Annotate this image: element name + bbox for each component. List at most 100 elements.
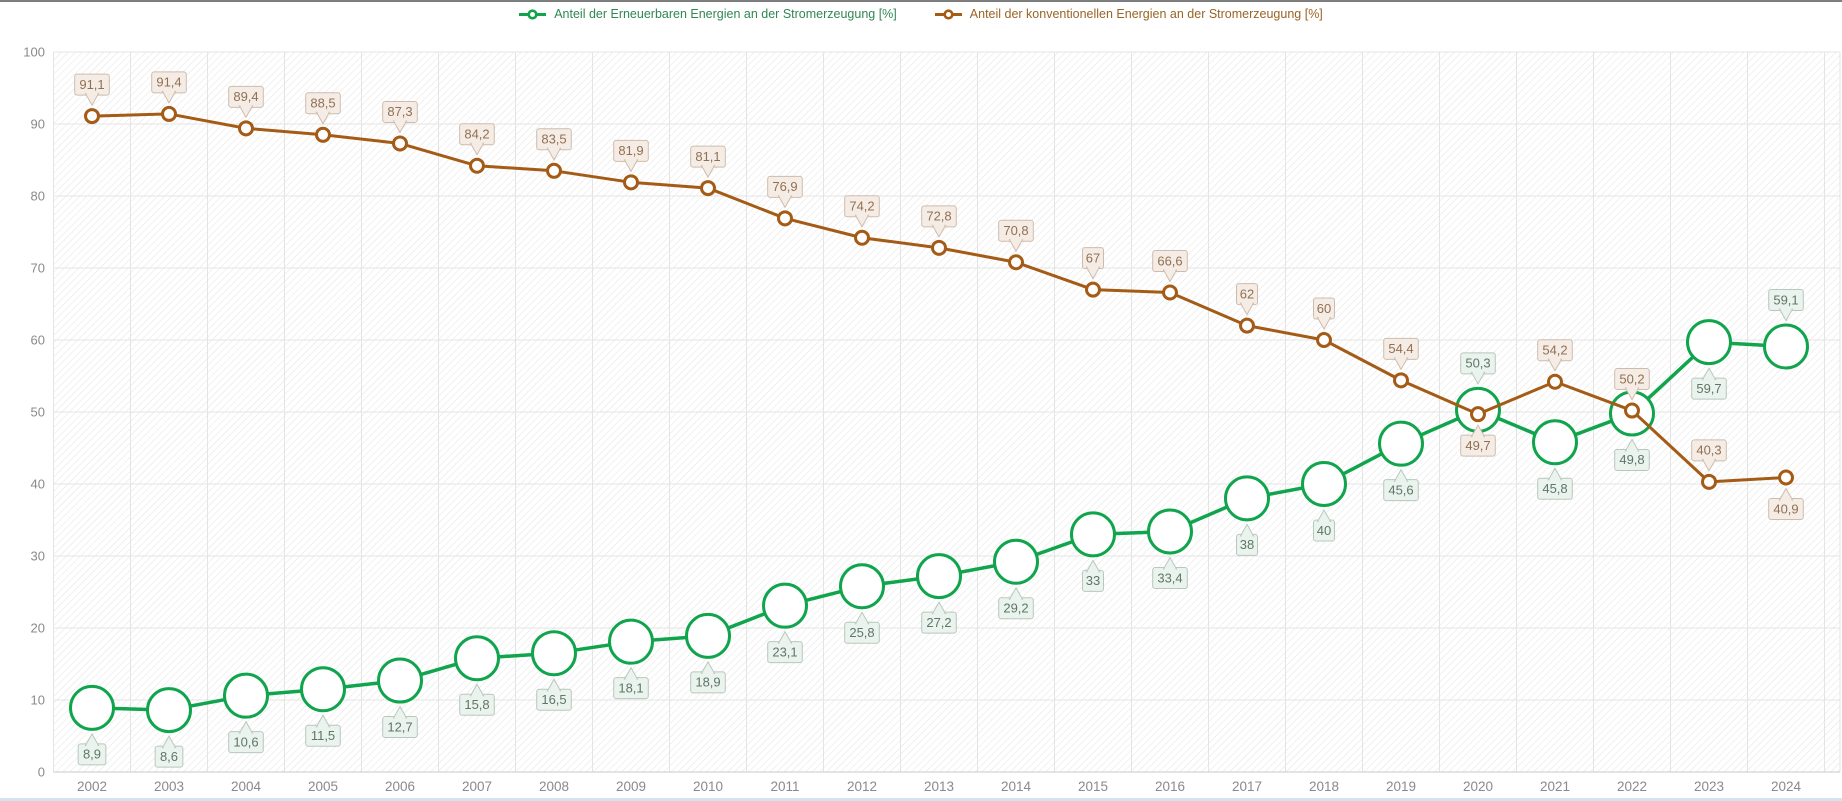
y-axis-label: 70 [31,261,45,276]
svg-text:50,2: 50,2 [1619,371,1644,386]
point-konventionelle-2014[interactable] [1008,254,1024,271]
point-erneuerbare-2015[interactable] [1070,511,1116,558]
data-label-konventionelle-2005: 88,5 [305,92,341,125]
data-label-konventionelle-2019: 54,4 [1383,337,1419,371]
point-konventionelle-2007[interactable] [469,157,485,174]
data-label-konventionelle-2018: 60 [1313,297,1335,331]
point-konventionelle-2017[interactable] [1239,317,1255,334]
x-axis-label: 2008 [539,779,569,794]
data-label-konventionelle-2015: 67 [1082,247,1104,280]
point-erneuerbare-2018[interactable] [1301,461,1347,507]
svg-text:11,5: 11,5 [311,728,335,743]
point-erneuerbare-2021[interactable] [1532,419,1578,466]
point-erneuerbare-2004[interactable] [223,672,269,719]
point-erneuerbare-2008[interactable] [531,630,577,677]
svg-text:60: 60 [1317,301,1331,316]
legend-label-erneuerbare: Anteil der Erneuerbaren Energien an der … [554,7,897,21]
point-konventionelle-2009[interactable] [623,174,639,191]
svg-text:40,3: 40,3 [1696,443,1721,458]
legend-item-erneuerbare[interactable]: Anteil der Erneuerbaren Energien an der … [519,7,897,21]
point-erneuerbare-2014[interactable] [993,538,1039,585]
point-erneuerbare-2019[interactable] [1378,420,1424,467]
data-label-erneuerbare-2006: 12,7 [382,705,418,739]
x-axis-label: 2009 [616,779,646,794]
svg-text:66,6: 66,6 [1157,253,1182,268]
legend-label-konventionelle: Anteil der konventionellen Energien an d… [969,7,1323,21]
point-konventionelle-2021[interactable] [1547,373,1563,390]
point-konventionelle-2018[interactable] [1316,332,1332,348]
point-erneuerbare-2024[interactable] [1763,323,1809,370]
svg-text:8,6: 8,6 [160,749,178,764]
point-erneuerbare-2016[interactable] [1147,508,1193,555]
data-label-konventionelle-2006: 87,3 [382,100,418,134]
point-erneuerbare-2007[interactable] [454,635,500,682]
point-konventionelle-2013[interactable] [931,239,947,256]
point-konventionelle-2002[interactable] [84,108,100,125]
point-konventionelle-2010[interactable] [700,180,716,197]
data-label-erneuerbare-2011: 23,1 [767,630,803,664]
data-label-konventionelle-2014: 70,8 [998,219,1034,253]
data-label-erneuerbare-2018: 40 [1313,508,1335,542]
point-erneuerbare-2010[interactable] [685,612,731,659]
point-erneuerbare-2017[interactable] [1224,475,1270,522]
point-erneuerbare-2012[interactable] [839,563,885,610]
data-label-konventionelle-2024: 40,9 [1768,487,1804,521]
point-konventionelle-2020[interactable] [1470,406,1486,423]
chart-legend: Anteil der Erneuerbaren Energien an der … [0,7,1842,21]
point-konventionelle-2022[interactable] [1624,402,1640,419]
svg-text:50,3: 50,3 [1465,356,1490,371]
point-konventionelle-2024[interactable] [1778,469,1794,486]
svg-text:81,1: 81,1 [695,149,720,164]
point-erneuerbare-2009[interactable] [608,618,654,665]
svg-text:54,4: 54,4 [1388,341,1413,356]
point-konventionelle-2019[interactable] [1393,372,1409,389]
window-top-border [0,0,1842,2]
svg-text:59,7: 59,7 [1696,381,1721,396]
point-erneuerbare-2011[interactable] [762,582,808,629]
x-axis-label: 2011 [770,779,799,794]
data-label-konventionelle-2002: 91,1 [74,73,110,107]
y-axis-label: 30 [31,549,45,564]
point-konventionelle-2003[interactable] [161,105,177,122]
point-konventionelle-2023[interactable] [1701,473,1717,490]
point-konventionelle-2008[interactable] [546,162,562,179]
x-axis-label: 2012 [847,779,877,794]
svg-text:54,2: 54,2 [1542,343,1567,358]
data-label-erneuerbare-2017: 38 [1236,523,1258,556]
legend-marker-erneuerbare-icon [519,8,547,20]
x-axis-label: 2020 [1463,779,1493,794]
svg-text:45,8: 45,8 [1542,481,1567,496]
point-erneuerbare-2013[interactable] [916,553,962,600]
point-konventionelle-2005[interactable] [315,126,331,143]
data-label-erneuerbare-2016: 33,4 [1152,556,1188,590]
data-label-konventionelle-2009: 81,9 [613,139,649,173]
svg-text:74,2: 74,2 [849,199,874,214]
x-axis-label: 2005 [308,779,338,794]
data-label-konventionelle-2010: 81,1 [690,145,726,179]
y-axis-label: 10 [31,693,45,708]
svg-text:83,5: 83,5 [541,132,566,147]
point-erneuerbare-2003[interactable] [146,687,192,734]
svg-text:81,9: 81,9 [618,143,643,158]
legend-item-konventionelle[interactable]: Anteil der konventionellen Energien an d… [934,7,1323,21]
svg-text:33,4: 33,4 [1157,570,1182,585]
svg-text:40,9: 40,9 [1773,501,1798,516]
x-axis-label: 2024 [1771,779,1802,794]
x-axis-label: 2018 [1309,779,1339,794]
point-konventionelle-2011[interactable] [777,210,793,227]
point-erneuerbare-2023[interactable] [1686,319,1732,366]
point-konventionelle-2015[interactable] [1085,281,1101,298]
point-konventionelle-2006[interactable] [392,135,408,152]
svg-text:67: 67 [1086,250,1100,265]
point-konventionelle-2016[interactable] [1162,284,1178,301]
svg-text:27,2: 27,2 [926,615,951,630]
data-label-konventionelle-2017: 62 [1236,283,1258,316]
point-erneuerbare-2006[interactable] [377,657,423,704]
data-label-konventionelle-2013: 72,8 [921,205,957,238]
y-axis-label: 100 [23,45,45,60]
point-erneuerbare-2002[interactable] [69,684,115,731]
point-konventionelle-2012[interactable] [854,229,870,246]
point-konventionelle-2004[interactable] [238,120,254,137]
point-erneuerbare-2005[interactable] [300,666,346,713]
